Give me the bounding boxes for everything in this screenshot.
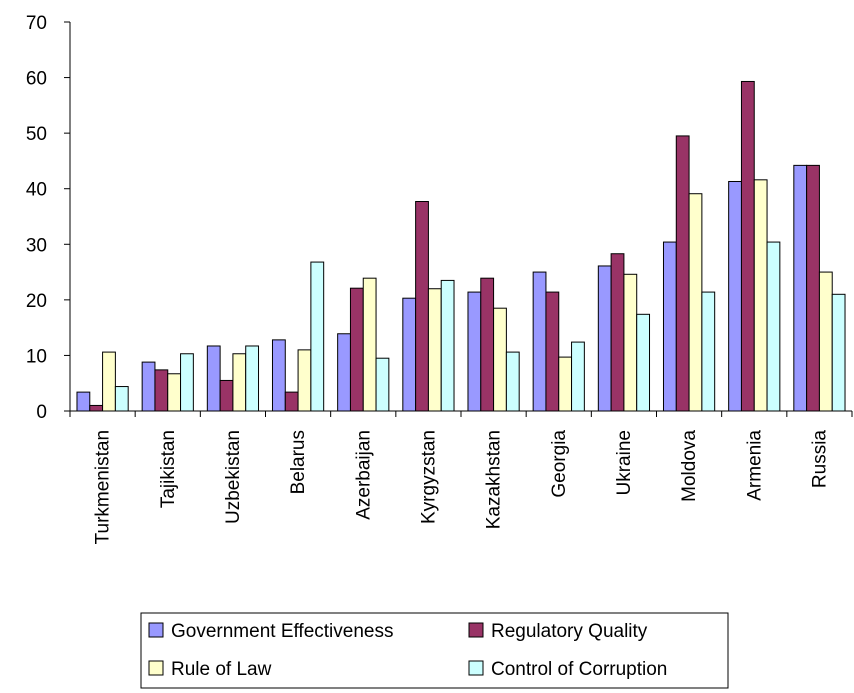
x-category-label: Armenia [744, 430, 765, 501]
bar-georgia-rule-of-law [558, 356, 573, 412]
bar-azerbaijan-control-of-corruption [375, 357, 390, 412]
y-tick-label: 20 [26, 291, 47, 312]
bar-kyrgyzstan-rule-of-law [427, 288, 442, 412]
legend-box [140, 612, 729, 689]
legend-swatch [468, 660, 484, 676]
bar-russia-regulatory-quality [806, 164, 820, 412]
y-tick-label: 60 [26, 69, 47, 90]
bar-tajikistan-government-effectiveness [141, 361, 156, 412]
bar-armenia-rule-of-law [753, 179, 768, 412]
bar-russia-rule-of-law [818, 271, 833, 412]
y-tick-label: 40 [26, 180, 47, 201]
bar-turkmenistan-control-of-corruption [114, 386, 129, 412]
bar-kazakhstan-control-of-corruption [505, 351, 520, 412]
bar-ukraine-control-of-corruption [636, 313, 651, 412]
x-category-label: Moldova [679, 430, 700, 502]
bar-kyrgyzstan-control-of-corruption [440, 279, 455, 412]
bar-georgia-regulatory-quality [545, 291, 560, 412]
bar-turkmenistan-regulatory-quality [89, 404, 104, 412]
y-tick-label: 10 [26, 346, 47, 367]
x-category-label: Ukraine [614, 430, 635, 495]
legend-swatch [148, 660, 164, 676]
bar-azerbaijan-regulatory-quality [349, 287, 364, 412]
bar-moldova-regulatory-quality [675, 135, 690, 412]
bar-belarus-government-effectiveness [271, 339, 286, 412]
legend-swatch [148, 622, 164, 638]
legend: Government Effectiveness Regulatory Quali… [140, 612, 729, 689]
bar-armenia-control-of-corruption [766, 241, 781, 412]
bar-turkmenistan-government-effectiveness [76, 391, 91, 412]
axes-layer [64, 21, 853, 417]
x-category-label: Belarus [288, 430, 309, 494]
y-tick-label: 70 [26, 13, 47, 34]
x-category-label: Kyrgyzstan [418, 430, 439, 524]
y-tick-label: 50 [26, 124, 47, 145]
bar-russia-government-effectiveness [793, 164, 808, 412]
bar-armenia-regulatory-quality [740, 80, 755, 412]
bar-kazakhstan-regulatory-quality [480, 277, 495, 412]
bar-belarus-regulatory-quality [284, 391, 299, 412]
bar-moldova-government-effectiveness [662, 241, 677, 412]
x-category-label: Azerbaijan [353, 430, 374, 520]
x-category-label: Georgia [549, 430, 570, 498]
bar-tajikistan-regulatory-quality [154, 369, 169, 412]
y-tick-label: 30 [26, 235, 47, 256]
x-category-label: Turkmenistan [93, 430, 114, 544]
bar-azerbaijan-rule-of-law [362, 277, 377, 412]
x-category-labels: Turkmenistan Tajikistan Uzbekistan Belarus A… [93, 430, 831, 545]
bar-russia-control-of-corruption [831, 293, 846, 412]
bar-georgia-government-effectiveness [532, 271, 547, 412]
legend-label: Rule of Law [171, 659, 272, 680]
bar-kazakhstan-rule-of-law [493, 307, 507, 412]
bar-ukraine-regulatory-quality [610, 253, 625, 412]
bar-belarus-rule-of-law [297, 349, 312, 412]
legend-swatch [468, 622, 484, 638]
bar-ukraine-rule-of-law [623, 273, 638, 412]
y-tick-labels: 0 10 20 30 40 50 60 70 [26, 13, 47, 423]
legend-label: Regulatory Quality [491, 621, 648, 642]
bar-azerbaijan-government-effectiveness [337, 333, 351, 412]
bar-georgia-control-of-corruption [571, 341, 585, 412]
bar-belarus-control-of-corruption [310, 261, 325, 412]
bar-kyrgyzstan-regulatory-quality [415, 201, 429, 412]
x-category-label: Russia [809, 430, 830, 489]
bar-uzbekistan-rule-of-law [232, 353, 247, 412]
bar-turkmenistan-rule-of-law [102, 351, 116, 412]
bar-ukraine-government-effectiveness [597, 265, 612, 412]
bar-tajikistan-control-of-corruption [180, 353, 194, 412]
bars-layer [76, 80, 846, 412]
y-tick-label: 0 [36, 402, 47, 423]
bar-uzbekistan-control-of-corruption [245, 345, 260, 412]
x-category-label: Kazakhstan [484, 430, 505, 529]
bar-kyrgyzstan-government-effectiveness [402, 297, 417, 412]
bar-armenia-government-effectiveness [728, 180, 742, 412]
bar-uzbekistan-regulatory-quality [219, 379, 234, 412]
x-category-label: Tajikistan [158, 430, 179, 508]
bar-moldova-rule-of-law [688, 193, 703, 412]
legend-label: Control of Corruption [491, 659, 667, 680]
x-category-label: Uzbekistan [223, 430, 244, 524]
bar-moldova-control-of-corruption [701, 291, 716, 412]
legend-label: Government Effectiveness [171, 621, 393, 642]
bar-kazakhstan-government-effectiveness [467, 291, 482, 412]
bar-tajikistan-rule-of-law [167, 373, 182, 412]
bar-uzbekistan-government-effectiveness [206, 345, 221, 412]
